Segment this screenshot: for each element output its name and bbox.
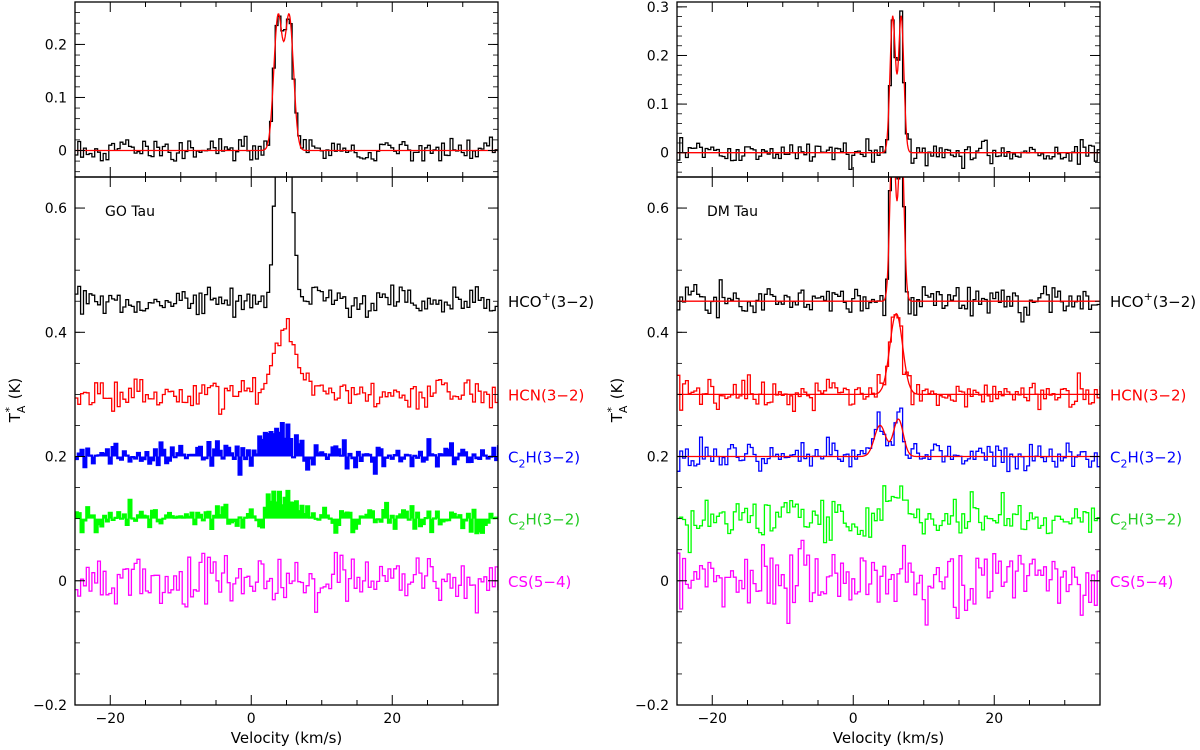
xtick-label: 0 [849,711,858,727]
bottom-spectrum-hco-3-2--fit [677,177,1100,302]
top-ytick-label: 0.2 [647,48,669,64]
top-ytick-label: 0 [58,143,67,159]
bottom-ytick-label: 0.4 [45,325,67,341]
molecule-label: HCN(3−2) [508,386,584,404]
molecule-label: C2H(3−2) [508,511,580,533]
bottom-spectrum-hco-3-2- [75,177,498,319]
molecule-label: HCN(3−2) [1110,386,1186,404]
spectrum-panel-1: 0 0.1 0.2 −0.2 0 0.2 0.4 0.6 −20 0 20 Velocity (km/… [3,1,594,747]
bottom-ytick-label: 0 [58,574,67,590]
source-name: GO Tau [105,204,155,220]
top-plot-area [75,13,498,162]
bottom-ytick-label: 0.4 [647,325,669,341]
top-ytick-label: 0.2 [45,37,67,53]
spectrum-panel-2: 0 0.1 0.2 0.3 −0.2 0 0.2 0.4 0.6 −20 0 20 Velocity (… [605,0,1196,747]
top-ytick-label: 0.3 [647,0,669,16]
y-axis-label: TA* (K) [3,378,28,424]
bottom-spectrum-c2h-3-2- [75,422,498,476]
bottom-ytick-label: −0.2 [635,698,669,714]
xtick-label: 20 [985,711,1003,727]
bottom-spectrum-hcn-3-2--fit [677,312,1100,396]
bottom-ytick-label: −0.2 [33,698,67,714]
top-spectrum-hco-spectrum [677,10,1100,171]
top-fit-curve [75,13,498,152]
source-name: DM Tau [707,204,758,220]
xtick-label: 0 [247,711,256,727]
xtick-label: −20 [95,711,125,727]
bottom-ytick-label: 0.6 [647,201,669,217]
molecule-label: C2H(3−2) [1110,449,1182,471]
bottom-spectrum-cs-5-4- [677,539,1100,626]
bottom-spectrum-c2h-3-2- [677,485,1100,554]
top-ytick-label: 0 [660,146,669,162]
xtick-label: −20 [697,711,727,727]
molecule-label: C2H(3−2) [508,449,580,471]
y-axis-label: TA* (K) [605,378,630,424]
bottom-ytick-label: 0.6 [45,201,67,217]
top-ytick-label: 0.1 [647,97,669,113]
bottom-plot-area [677,177,1100,626]
top-ytick-label: 0.1 [45,90,67,106]
top-plot-area [677,10,1100,171]
x-axis-label: Velocity (km/s) [231,729,342,747]
top-spectrum-hco-spectrum [75,15,498,162]
bottom-spectrum-cs-5-4- [75,551,498,614]
bottom-ytick-label: 0 [660,574,669,590]
bottom-spectrum-c2h-3-2--fit [677,418,1100,458]
bottom-spectrum-c2h-3-2- [677,407,1100,473]
bottom-ytick-label: 0.2 [647,450,669,466]
molecule-label: HCO+(3−2) [1110,290,1196,311]
top-fit-curve [677,15,1100,154]
bottom-spectrum-hcn-3-2- [75,317,498,415]
bottom-spectrum-c2h-3-2--fill [75,423,498,475]
x-axis-label: Velocity (km/s) [833,729,944,747]
bottom-plot-area [75,177,498,614]
molecule-label: HCO+(3−2) [508,290,594,311]
molecule-label: C2H(3−2) [1110,511,1182,533]
molecule-label: CS(5−4) [1110,573,1173,591]
xtick-label: 20 [383,711,401,727]
bottom-spectrum-c2h-3-2--fill [75,491,498,534]
bottom-ytick-label: 0.2 [45,450,67,466]
bottom-spectrum-c2h-3-2- [75,489,498,535]
molecule-label: CS(5−4) [508,573,571,591]
bottom-spectrum-hcn-3-2- [677,314,1100,412]
